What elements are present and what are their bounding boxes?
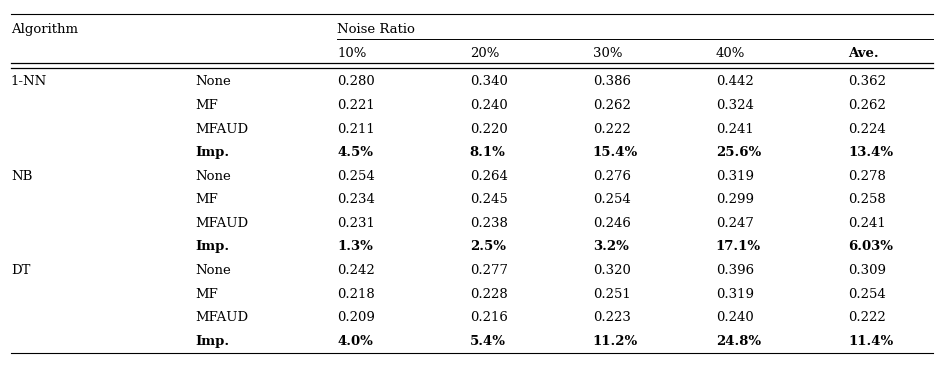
Text: 0.264: 0.264	[470, 170, 508, 183]
Text: 0.234: 0.234	[337, 193, 375, 206]
Text: 0.209: 0.209	[337, 311, 375, 324]
Text: None: None	[195, 264, 232, 277]
Text: 0.320: 0.320	[593, 264, 631, 277]
Text: 0.231: 0.231	[337, 217, 375, 230]
Text: Imp.: Imp.	[195, 241, 230, 253]
Text: MFAUD: MFAUD	[195, 217, 249, 230]
Text: 0.242: 0.242	[337, 264, 375, 277]
Text: 0.240: 0.240	[470, 99, 508, 112]
Text: 4.5%: 4.5%	[337, 146, 373, 159]
Text: 0.254: 0.254	[593, 193, 630, 206]
Text: 0.224: 0.224	[848, 123, 886, 136]
Text: 30%: 30%	[593, 46, 623, 60]
Text: 0.340: 0.340	[470, 75, 508, 89]
Text: 0.319: 0.319	[716, 288, 754, 300]
Text: NB: NB	[10, 170, 32, 183]
Text: 6.03%: 6.03%	[848, 241, 893, 253]
Text: 0.319: 0.319	[716, 170, 754, 183]
Text: 0.276: 0.276	[593, 170, 631, 183]
Text: Noise Ratio: Noise Ratio	[337, 23, 415, 36]
Text: 0.220: 0.220	[470, 123, 508, 136]
Text: 11.2%: 11.2%	[593, 335, 638, 348]
Text: 40%: 40%	[716, 46, 745, 60]
Text: 0.246: 0.246	[593, 217, 631, 230]
Text: 0.228: 0.228	[470, 288, 508, 300]
Text: 0.241: 0.241	[848, 217, 886, 230]
Text: 2.5%: 2.5%	[470, 241, 506, 253]
Text: 0.222: 0.222	[848, 311, 886, 324]
Text: MF: MF	[195, 193, 218, 206]
Text: 13.4%: 13.4%	[848, 146, 893, 159]
Text: Algorithm: Algorithm	[10, 23, 78, 36]
Text: 0.222: 0.222	[593, 123, 630, 136]
Text: 4.0%: 4.0%	[337, 335, 373, 348]
Text: 20%: 20%	[470, 46, 499, 60]
Text: 0.362: 0.362	[848, 75, 886, 89]
Text: DT: DT	[10, 264, 30, 277]
Text: 0.247: 0.247	[716, 217, 754, 230]
Text: 3.2%: 3.2%	[593, 241, 628, 253]
Text: 0.241: 0.241	[716, 123, 754, 136]
Text: 0.245: 0.245	[470, 193, 508, 206]
Text: 1.3%: 1.3%	[337, 241, 373, 253]
Text: 0.324: 0.324	[716, 99, 754, 112]
Text: 0.277: 0.277	[470, 264, 508, 277]
Text: 0.216: 0.216	[470, 311, 508, 324]
Text: 0.254: 0.254	[337, 170, 375, 183]
Text: 10%: 10%	[337, 46, 366, 60]
Text: 0.386: 0.386	[593, 75, 631, 89]
Text: 24.8%: 24.8%	[716, 335, 761, 348]
Text: Imp.: Imp.	[195, 146, 230, 159]
Text: 0.442: 0.442	[716, 75, 754, 89]
Text: 0.309: 0.309	[848, 264, 886, 277]
Text: 8.1%: 8.1%	[470, 146, 506, 159]
Text: MFAUD: MFAUD	[195, 123, 249, 136]
Text: 0.218: 0.218	[337, 288, 375, 300]
Text: Imp.: Imp.	[195, 335, 230, 348]
Text: 25.6%: 25.6%	[716, 146, 761, 159]
Text: 0.262: 0.262	[593, 99, 631, 112]
Text: 0.396: 0.396	[716, 264, 754, 277]
Text: MF: MF	[195, 99, 218, 112]
Text: 0.238: 0.238	[470, 217, 508, 230]
Text: MF: MF	[195, 288, 218, 300]
Text: 0.251: 0.251	[593, 288, 630, 300]
Text: 1-NN: 1-NN	[10, 75, 47, 89]
Text: 11.4%: 11.4%	[848, 335, 894, 348]
Text: None: None	[195, 75, 232, 89]
Text: 0.278: 0.278	[848, 170, 886, 183]
Text: None: None	[195, 170, 232, 183]
Text: 15.4%: 15.4%	[593, 146, 638, 159]
Text: 0.221: 0.221	[337, 99, 375, 112]
Text: 5.4%: 5.4%	[470, 335, 506, 348]
Text: 0.211: 0.211	[337, 123, 375, 136]
Text: MFAUD: MFAUD	[195, 311, 249, 324]
Text: Ave.: Ave.	[848, 46, 879, 60]
Text: 0.223: 0.223	[593, 311, 631, 324]
Text: 0.240: 0.240	[716, 311, 754, 324]
Text: 0.262: 0.262	[848, 99, 886, 112]
Text: 0.299: 0.299	[716, 193, 754, 206]
Text: 0.280: 0.280	[337, 75, 375, 89]
Text: 17.1%: 17.1%	[716, 241, 761, 253]
Text: 0.254: 0.254	[848, 288, 886, 300]
Text: 0.258: 0.258	[848, 193, 886, 206]
